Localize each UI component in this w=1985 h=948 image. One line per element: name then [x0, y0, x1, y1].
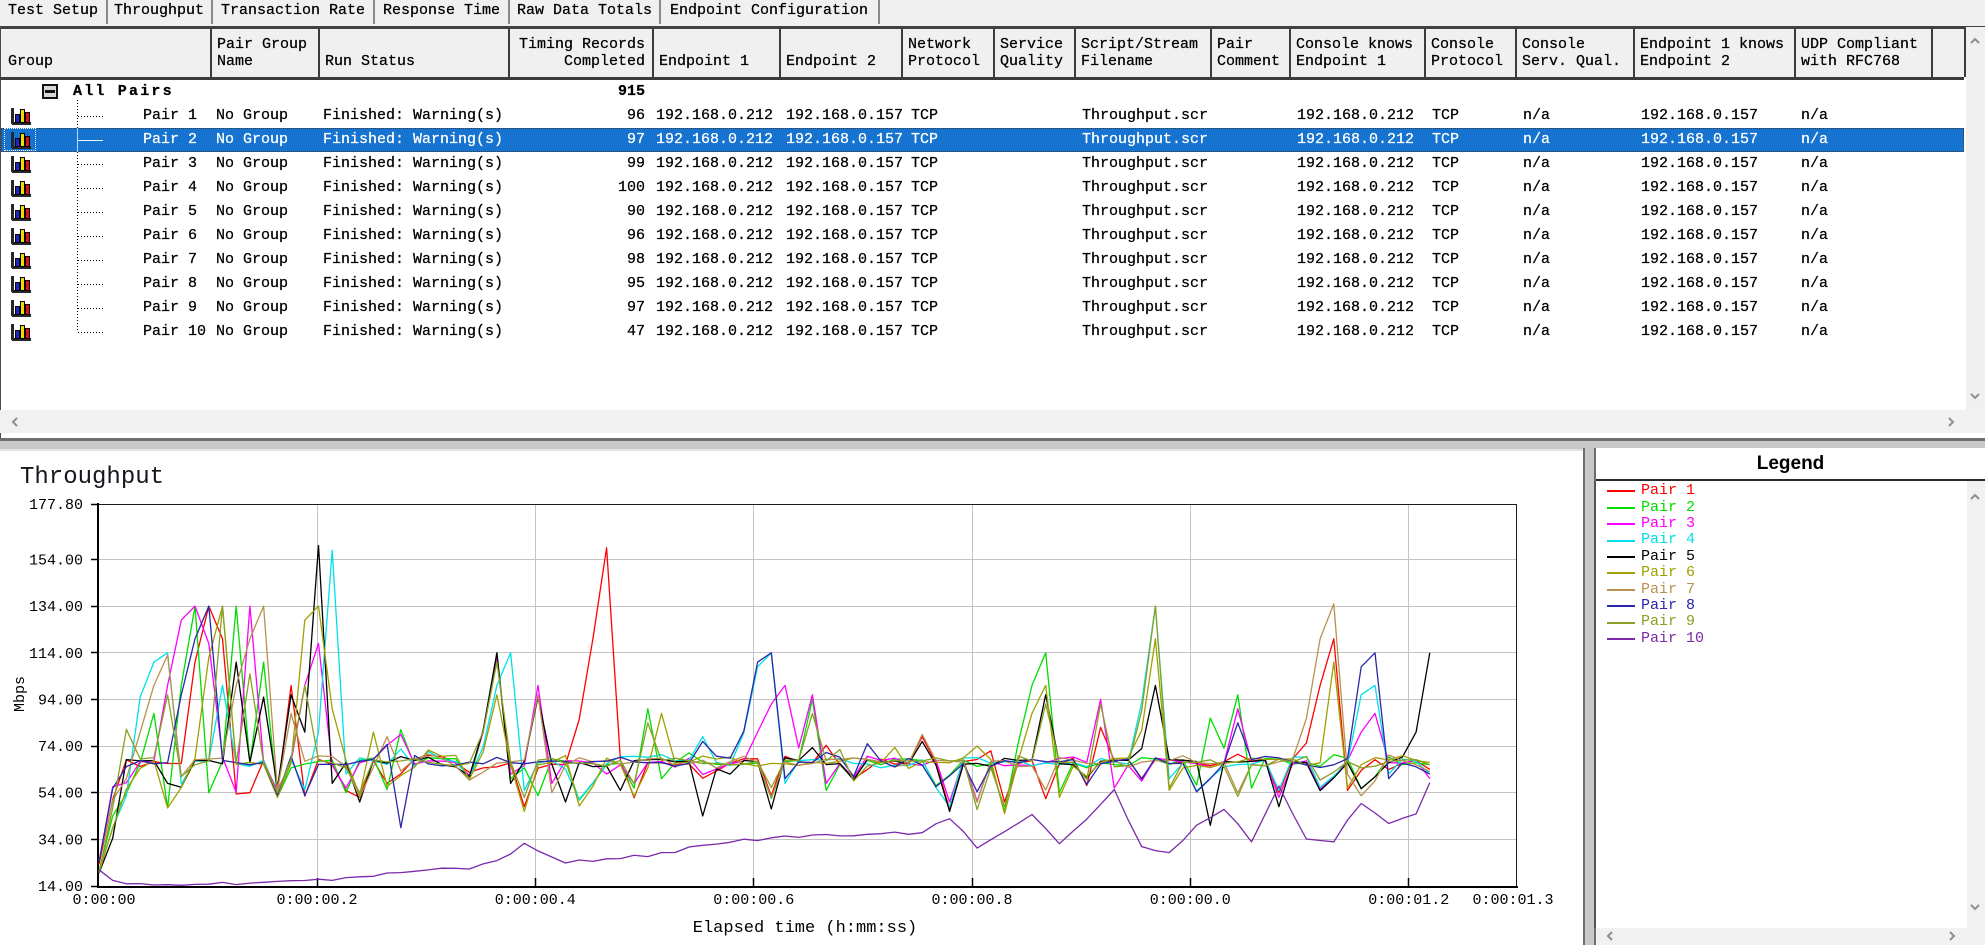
- svg-text:0:00:00.2: 0:00:00.2: [276, 892, 357, 909]
- svg-text:Elapsed time (h:mm:ss): Elapsed time (h:mm:ss): [693, 919, 917, 938]
- svg-text:0:00:00.0: 0:00:00.0: [1150, 892, 1231, 909]
- svg-text:34.00: 34.00: [38, 832, 83, 849]
- svg-text:114.00: 114.00: [29, 646, 83, 663]
- svg-text:0:00:00.6: 0:00:00.6: [713, 892, 794, 909]
- svg-text:Throughput: Throughput: [20, 464, 164, 491]
- svg-text:94.00: 94.00: [38, 692, 83, 709]
- svg-text:134.00: 134.00: [29, 599, 83, 616]
- svg-text:54.00: 54.00: [38, 786, 83, 803]
- svg-text:0:00:00.8: 0:00:00.8: [931, 892, 1012, 909]
- svg-text:0:00:01.3: 0:00:01.3: [1472, 892, 1553, 909]
- svg-text:0:00:00: 0:00:00: [72, 892, 135, 909]
- svg-text:Mbps: Mbps: [12, 676, 29, 712]
- svg-text:14.00: 14.00: [38, 879, 83, 896]
- svg-text:74.00: 74.00: [38, 739, 83, 756]
- svg-text:0:00:01.2: 0:00:01.2: [1368, 892, 1449, 909]
- svg-text:0:00:00.4: 0:00:00.4: [495, 892, 576, 909]
- svg-text:154.00: 154.00: [29, 553, 83, 570]
- svg-text:177.80: 177.80: [29, 497, 83, 514]
